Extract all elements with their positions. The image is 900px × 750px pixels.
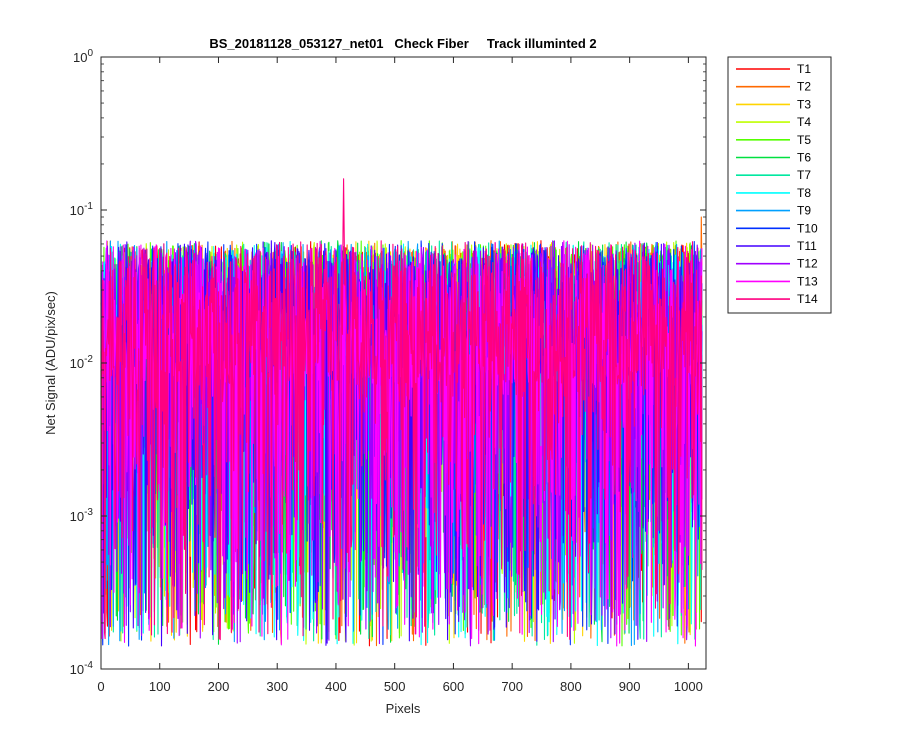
legend-label-t10: T10 bbox=[797, 221, 818, 235]
x-tick-label: 500 bbox=[384, 679, 406, 694]
x-tick-label: 300 bbox=[266, 679, 288, 694]
y-axis-label: Net Signal (ADU/pix/sec) bbox=[43, 291, 58, 435]
y-tick-label: 10-1 bbox=[70, 201, 94, 218]
legend-label-t8: T8 bbox=[797, 186, 811, 200]
legend-label-t12: T12 bbox=[797, 257, 818, 271]
legend-box bbox=[727, 56, 832, 314]
x-tick-label: 400 bbox=[325, 679, 347, 694]
series-layer bbox=[100, 178, 703, 647]
x-tick-label: 700 bbox=[501, 679, 523, 694]
y-tick-label: 100 bbox=[73, 48, 93, 65]
x-tick-label: 0 bbox=[97, 679, 104, 694]
x-tick-label: 1000 bbox=[674, 679, 703, 694]
x-tick-label: 100 bbox=[149, 679, 171, 694]
x-tick-label: 600 bbox=[443, 679, 465, 694]
y-tick-label: 10-3 bbox=[70, 507, 94, 524]
y-tick-label: 10-2 bbox=[70, 354, 94, 371]
legend-label-t5: T5 bbox=[797, 133, 811, 147]
legend-label-t7: T7 bbox=[797, 168, 811, 182]
x-tick-label: 800 bbox=[560, 679, 582, 694]
x-tick-label: 200 bbox=[208, 679, 230, 694]
x-axis-ticks: 0 100 200 300 400 500 600 700 800 900 1000 bbox=[97, 57, 703, 694]
legend-label-t1: T1 bbox=[797, 62, 811, 76]
legend-label-t14: T14 bbox=[797, 292, 818, 306]
legend-label-t9: T9 bbox=[797, 204, 811, 218]
legend: T1 T2 T3 T4 T5 T6 T7 T8 T9 T10 T11 T12 T13 T14 bbox=[727, 56, 832, 314]
legend-label-t6: T6 bbox=[797, 151, 811, 165]
y-tick-label: 10-4 bbox=[70, 660, 94, 677]
legend-label-t2: T2 bbox=[797, 80, 811, 94]
y-axis-ticks: 10-4 10-3 10-2 10-1 100 bbox=[70, 48, 706, 677]
x-tick-label: 900 bbox=[619, 679, 641, 694]
x-axis-label: Pixels bbox=[386, 701, 421, 716]
legend-label-t4: T4 bbox=[797, 115, 811, 129]
legend-label-t3: T3 bbox=[797, 97, 811, 111]
legend-label-t13: T13 bbox=[797, 274, 818, 288]
series-line-t14 bbox=[100, 178, 703, 641]
chart-title: BS_20181128_053127_net01 Check Fiber Tra… bbox=[209, 36, 596, 51]
legend-label-t11: T11 bbox=[797, 239, 817, 253]
